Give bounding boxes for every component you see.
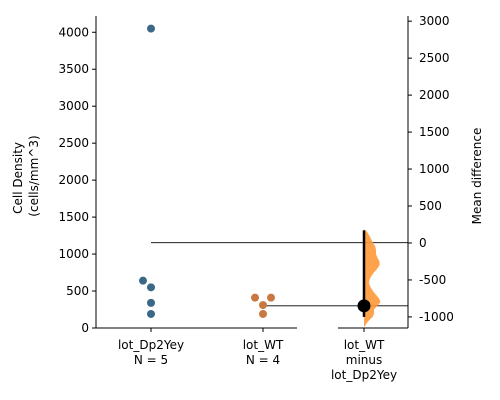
left-tick-label: 1500	[58, 210, 89, 224]
left-axis-title-line-2: (cells/mm^3)	[27, 135, 41, 216]
x-label-group-1-line: N = 5	[134, 353, 168, 367]
x-label-comparison: lot_WT minus lot_Dp2Yey	[331, 338, 397, 382]
right-tick-label: 0	[419, 236, 427, 250]
data-point	[251, 293, 259, 302]
data-point	[147, 309, 155, 318]
right-tick-label: 500	[419, 199, 442, 213]
left-tick-label: 4000	[58, 25, 89, 39]
data-point	[139, 276, 147, 285]
right-tick-label: 3000	[419, 14, 450, 28]
data-point	[259, 301, 267, 310]
left-tick-label: 3500	[58, 62, 89, 76]
right-tick-label: 1000	[419, 162, 450, 176]
left-tick-label: 2000	[58, 173, 89, 187]
right-axis-title: Mean difference	[470, 128, 484, 225]
left-tick-label: 1000	[58, 247, 89, 261]
right-tick-label: 1500	[419, 125, 450, 139]
left-axis	[95, 16, 297, 329]
x-label-comparison-line: lot_WT	[344, 338, 385, 352]
x-label-group-2: lot_WT N = 4	[243, 338, 284, 367]
left-tick-label: 0	[81, 321, 89, 335]
x-label-group-1: lot_Dp2Yey N = 5	[118, 338, 184, 367]
x-label-group-2-line: N = 4	[246, 353, 280, 367]
left-tick-label: 3000	[58, 99, 89, 113]
right-tick-label: 2000	[419, 88, 450, 102]
x-label-group-1-line: lot_Dp2Yey	[118, 338, 184, 352]
right-tick-label: 2500	[419, 51, 450, 65]
x-label-comparison-line: minus	[346, 353, 383, 367]
data-point	[147, 283, 155, 292]
right-axis	[338, 16, 409, 329]
bootstrap-distribution-curve	[364, 229, 381, 327]
x-label-comparison-line: lot_Dp2Yey	[331, 368, 397, 382]
left-tick-label: 500	[66, 284, 89, 298]
right-tick-label: -500	[419, 273, 446, 287]
data-point	[147, 298, 155, 307]
right-tick-label: -1000	[419, 310, 454, 324]
x-label-group-2-line: lot_WT	[243, 338, 284, 352]
data-group-2	[251, 293, 275, 318]
data-group-1	[139, 24, 155, 318]
left-tick-label: 2500	[58, 136, 89, 150]
mean-difference-marker	[357, 299, 371, 313]
left-axis-title: Cell Density (cells/mm^3)	[11, 135, 41, 216]
left-axis-title-line-1: Cell Density	[11, 142, 25, 214]
data-point	[267, 293, 275, 302]
data-point	[259, 309, 267, 318]
data-point	[147, 24, 155, 33]
